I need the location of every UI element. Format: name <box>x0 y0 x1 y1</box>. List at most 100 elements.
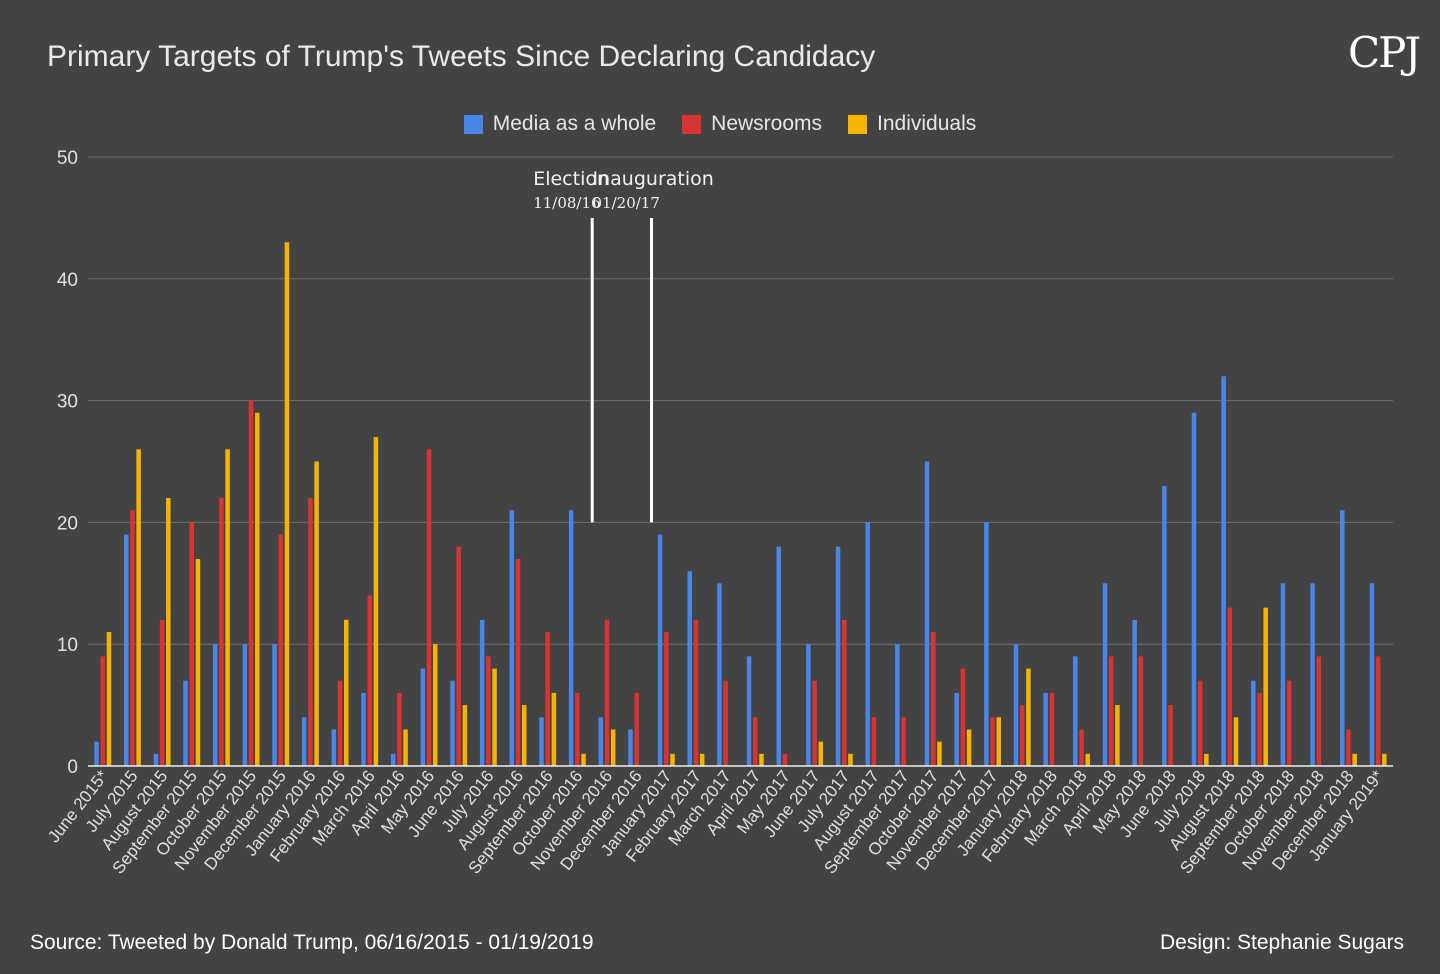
bar-media <box>776 546 781 766</box>
bar-newsrooms <box>575 692 580 766</box>
bar-individuals <box>1026 668 1031 766</box>
bar-newsrooms <box>248 400 254 766</box>
bar-media <box>153 753 159 766</box>
bar-newsrooms <box>189 522 195 766</box>
bar-individuals <box>966 729 972 766</box>
bar-newsrooms <box>1227 607 1233 766</box>
bar-media <box>1191 412 1197 766</box>
bar-individuals <box>314 461 319 766</box>
bar-newsrooms <box>130 510 135 766</box>
bar-newsrooms <box>930 632 936 766</box>
bar-newsrooms <box>545 632 550 766</box>
bar-individuals <box>403 729 408 766</box>
bar-media <box>687 571 693 766</box>
bar-individuals <box>284 242 290 766</box>
bar-media <box>1013 644 1019 766</box>
bar-newsrooms <box>1316 656 1322 766</box>
bar-media <box>984 522 989 766</box>
bar-newsrooms <box>1375 656 1381 766</box>
bar-newsrooms <box>693 619 699 766</box>
bar-individuals <box>344 619 349 766</box>
bar-media <box>598 717 604 766</box>
bar-individuals <box>818 741 824 766</box>
bar-newsrooms <box>842 619 847 766</box>
bar-media <box>183 680 188 766</box>
bar-media <box>835 546 841 766</box>
bar-individuals <box>521 705 527 766</box>
legend: Media as a whole Newsrooms Individuals <box>0 112 1440 136</box>
bar-newsrooms <box>308 498 313 766</box>
bar-media <box>1310 583 1315 766</box>
bar-media <box>361 692 366 766</box>
bar-individuals <box>1085 753 1090 766</box>
bar-media <box>1340 510 1345 766</box>
bar-newsrooms <box>1168 705 1173 766</box>
y-tick-label: 50 <box>57 148 78 169</box>
bar-newsrooms <box>100 656 106 766</box>
bar-individuals <box>670 753 675 766</box>
source-note: Source: Tweeted by Donald Trump, 06/16/2… <box>30 931 594 954</box>
legend-item-newsrooms[interactable]: Newsrooms <box>682 112 822 136</box>
chart-title: Primary Targets of Trump's Tweets Since … <box>47 40 876 73</box>
bar-newsrooms <box>219 498 224 766</box>
bar-newsrooms <box>1079 729 1084 766</box>
bar-media <box>895 644 900 766</box>
bar-individuals <box>759 753 764 766</box>
bar-media <box>1369 583 1375 766</box>
legend-label-individuals: Individuals <box>877 112 977 135</box>
bar-media <box>301 717 307 766</box>
bar-newsrooms <box>1197 680 1203 766</box>
bar-media <box>1251 680 1256 766</box>
bar-newsrooms <box>367 595 372 766</box>
bar-newsrooms <box>901 717 906 766</box>
bar-media <box>1162 485 1167 766</box>
bar-media <box>123 534 129 766</box>
bar-individuals <box>581 753 586 766</box>
legend-item-media[interactable]: Media as a whole <box>463 112 657 136</box>
y-tick-label: 10 <box>57 635 78 656</box>
bar-individuals <box>1263 607 1268 766</box>
bar-newsrooms <box>515 558 521 766</box>
bar-media <box>212 644 218 766</box>
bar-media <box>628 729 633 766</box>
bar-media <box>657 534 663 766</box>
bar-newsrooms <box>486 656 491 766</box>
legend-label-media: Media as a whole <box>492 112 657 135</box>
bar-media <box>717 583 722 766</box>
bar-individuals <box>106 632 112 766</box>
bar-individuals <box>1352 753 1357 766</box>
bar-individuals <box>166 498 171 766</box>
bar-newsrooms <box>753 717 758 766</box>
legend-label-newsrooms: Newsrooms <box>711 112 823 135</box>
legend-swatch-newsrooms <box>682 114 702 134</box>
bar-individuals <box>492 668 497 766</box>
bar-media <box>272 644 277 766</box>
bar-individuals <box>1115 705 1120 766</box>
bar-individuals <box>136 449 141 766</box>
bar-individuals <box>1382 753 1387 766</box>
bar-newsrooms <box>782 753 788 766</box>
bar-individuals <box>432 644 438 766</box>
bar-newsrooms <box>1019 705 1025 766</box>
bar-individuals <box>551 692 557 766</box>
bar-media <box>568 510 574 766</box>
bar-individuals <box>1233 717 1239 766</box>
legend-swatch-individuals <box>848 114 868 134</box>
bar-newsrooms <box>1346 729 1351 766</box>
bar-newsrooms <box>812 680 817 766</box>
bar-individuals <box>937 741 942 766</box>
bar-newsrooms <box>159 619 165 766</box>
bar-newsrooms <box>1286 680 1292 766</box>
bar-newsrooms <box>723 680 728 766</box>
bar-newsrooms <box>426 449 432 766</box>
bar-media <box>420 668 426 766</box>
bar-individuals <box>462 705 468 766</box>
y-tick-label: 40 <box>57 270 78 291</box>
bar-media <box>1043 692 1048 766</box>
bar-media <box>1073 656 1078 766</box>
bar-media <box>806 644 811 766</box>
bar-newsrooms <box>990 717 995 766</box>
legend-item-individuals[interactable]: Individuals <box>848 112 976 136</box>
y-tick-label: 30 <box>57 392 78 413</box>
bar-newsrooms <box>871 717 877 766</box>
